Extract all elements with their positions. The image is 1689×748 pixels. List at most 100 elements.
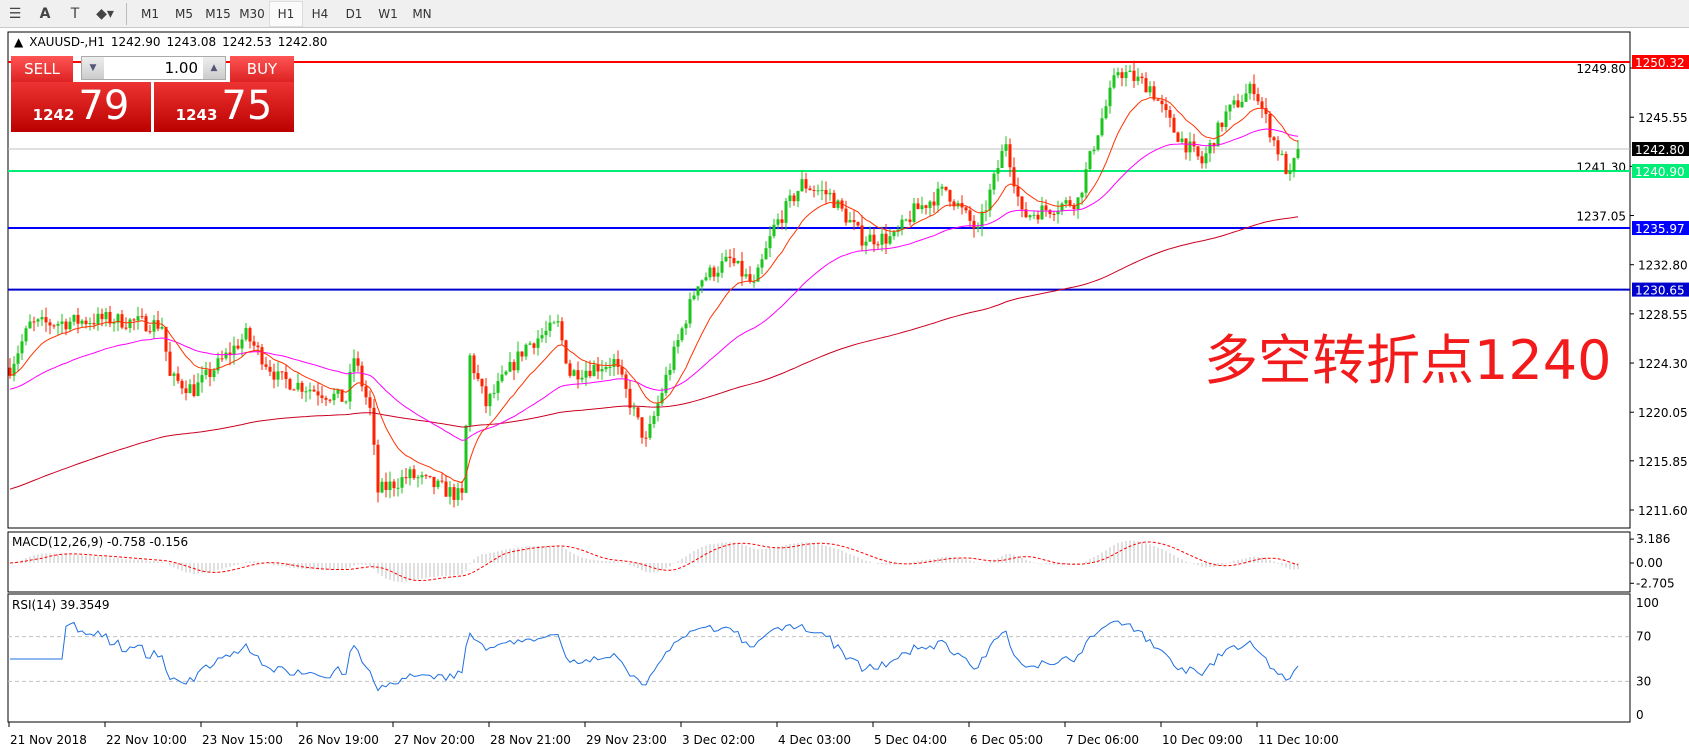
price-level-label: 1250.32 (1635, 56, 1685, 70)
timeframe-m1[interactable]: M1 (141, 6, 159, 21)
rsi-line (10, 620, 1299, 692)
candle-body (976, 226, 980, 229)
candle-body (324, 397, 328, 400)
candle-body (216, 358, 220, 371)
quantity-input[interactable]: 1.00 (164, 59, 198, 77)
candle-body (1144, 78, 1148, 93)
timeframe-h4[interactable]: H4 (311, 6, 329, 21)
candle-body (568, 363, 572, 376)
candle-body (700, 280, 704, 287)
candle-body (1032, 214, 1036, 216)
candle-body (244, 328, 248, 340)
candle-body (32, 321, 36, 323)
candle-body (20, 341, 24, 354)
chart-window[interactable]: 1249.80 1245.55 1241.30 1237.05 1232.80 1228.… (0, 28, 1689, 748)
candle-body (644, 437, 648, 439)
x-tick-label: 22 Nov 10:00 (106, 733, 187, 747)
candle-body (560, 321, 564, 341)
candle-body (728, 256, 732, 259)
quantity-stepper[interactable]: ▼ 1.00 ▲ (81, 56, 226, 80)
candle-body (260, 347, 264, 365)
candle-body (300, 382, 304, 392)
candle-body (1164, 104, 1168, 111)
timeframe-d1[interactable]: D1 (345, 6, 363, 21)
candle-body (292, 389, 296, 391)
candle-body (656, 403, 660, 416)
candle-body (536, 338, 540, 348)
candle-body (484, 386, 488, 407)
candle-body (384, 481, 388, 490)
candle-body (364, 386, 368, 398)
candle-body (724, 256, 728, 262)
timeframe-h1[interactable]: H1 (269, 0, 303, 27)
candle-body (56, 323, 60, 326)
candle-body (632, 407, 636, 409)
text-icon[interactable]: A (39, 5, 51, 22)
arrows-icon[interactable]: ◆▾ (96, 5, 114, 22)
increase-icon[interactable]: ▲ (203, 57, 225, 79)
candle-body (916, 203, 920, 210)
x-tick-label: 28 Nov 21:00 (490, 733, 571, 747)
candle-body (1136, 76, 1140, 81)
price-chart[interactable]: 1249.80 1245.55 1241.30 1237.05 1232.80 1228.… (0, 28, 1689, 748)
buy-button[interactable]: BUY (230, 56, 294, 82)
candle-body (448, 487, 452, 497)
candle-body (752, 281, 756, 283)
x-tick-label: 27 Nov 20:00 (394, 733, 475, 747)
candle-body (196, 382, 200, 396)
candle-body (824, 189, 828, 195)
candle-body (360, 365, 364, 387)
decrease-icon[interactable]: ▼ (82, 57, 104, 79)
timeframe-m5[interactable]: M5 (175, 6, 193, 21)
candle-body (652, 415, 656, 425)
candle-body (932, 201, 936, 206)
candle-body (1040, 205, 1044, 220)
candle-body (952, 201, 956, 207)
collapse-icon[interactable]: ▲ (14, 35, 24, 49)
sell-price[interactable]: 1242 79 (11, 82, 151, 132)
timeframe-mn[interactable]: MN (412, 6, 432, 21)
candle-body (580, 377, 584, 380)
candle-body (908, 219, 912, 222)
candle-body (296, 382, 300, 390)
candle-body (640, 417, 644, 438)
candle-body (432, 476, 436, 488)
timeframe-m30[interactable]: M30 (239, 6, 265, 21)
candle-body (604, 366, 608, 370)
candle-body (1128, 70, 1132, 73)
candle-body (1016, 186, 1020, 197)
sell-button[interactable]: SELL (11, 56, 73, 82)
annotation-text: 多空转折点1240 (1204, 329, 1612, 392)
symbol-header: ▲ XAUUSD-,H1 1242.90 1243.08 1242.53 124… (14, 35, 327, 49)
candle-body (456, 488, 460, 500)
fibonacci-icon[interactable]: ☰ (8, 5, 22, 22)
candle-body (564, 340, 568, 364)
candle-body (468, 355, 472, 426)
candle-body (100, 313, 104, 320)
candle-body (792, 195, 796, 202)
candle-body (532, 343, 536, 348)
buy-price[interactable]: 1243 75 (154, 82, 294, 132)
timeframe-m15[interactable]: M15 (205, 6, 231, 21)
candle-body (60, 321, 64, 324)
candle-body (40, 317, 44, 320)
candle-body (1200, 156, 1204, 164)
timeframe-w1[interactable]: W1 (378, 6, 398, 21)
candle-body (592, 364, 596, 377)
candle-body (544, 330, 548, 336)
y-tick-label: 1232.80 (1638, 259, 1688, 273)
candle-body (844, 208, 848, 223)
candle-body (832, 192, 836, 208)
candle-body (664, 374, 668, 393)
candle-body (92, 323, 96, 325)
candle-body (696, 286, 700, 296)
candle-body (176, 373, 180, 381)
text-label-icon[interactable]: T (70, 5, 80, 22)
y-tick-label: 1241.30 (1576, 160, 1626, 174)
candle-body (1116, 72, 1120, 76)
x-tick-label: 5 Dec 04:00 (874, 733, 948, 747)
candle-body (220, 358, 224, 360)
candle-body (124, 327, 128, 329)
candle-body (16, 353, 20, 364)
candle-body (144, 316, 148, 332)
